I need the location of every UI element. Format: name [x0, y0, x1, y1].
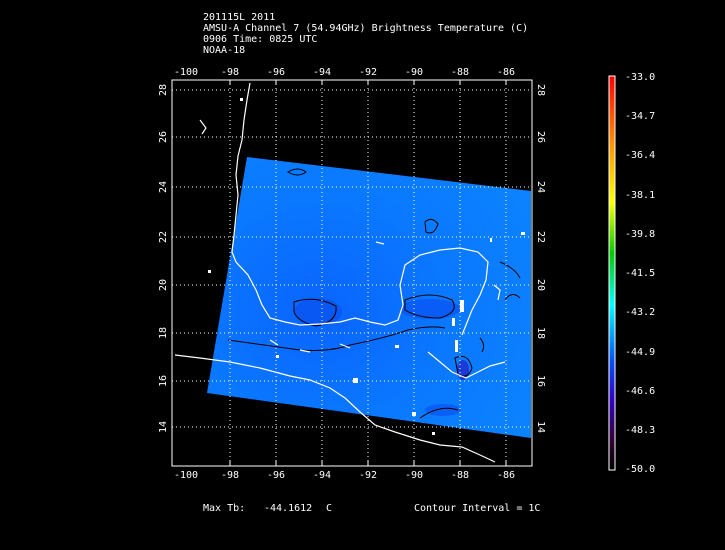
colorbar [608, 75, 616, 471]
title-line-1: 201115L 2011 [203, 12, 276, 23]
lon-tick-bottom: -100 [174, 470, 199, 481]
lat-tick-right: 16 [535, 374, 547, 388]
lon-tick-bottom: -90 [405, 470, 424, 481]
colorbar-label: -38.1 [625, 190, 656, 201]
contour-interval: Contour Interval = 1C [414, 503, 541, 514]
map-frame [171, 79, 533, 467]
colorbar-label: -44.9 [625, 347, 656, 358]
lat-tick-left: 22 [158, 230, 170, 244]
frame-ticks [229, 80, 507, 466]
lon-tick-top: -100 [174, 67, 199, 78]
colorbar-label: -39.8 [625, 229, 656, 240]
lon-tick-top: -88 [451, 67, 470, 78]
lat-tick-left: 20 [158, 278, 170, 292]
lat-tick-left: 16 [158, 374, 170, 388]
title-line-4: NOAA-18 [203, 45, 246, 56]
lon-tick-top: -94 [313, 67, 332, 78]
lat-tick-left: 24 [158, 180, 170, 194]
lon-tick-bottom: -94 [313, 470, 332, 481]
lon-tick-top: -90 [405, 67, 424, 78]
lon-tick-bottom: -92 [359, 470, 378, 481]
lat-lon-grid [172, 80, 532, 466]
lat-tick-left: 14 [158, 420, 170, 434]
colorbar-label: -34.7 [625, 111, 656, 122]
max-tb-value: -44.1612 [264, 503, 313, 514]
lat-tick-right: 22 [535, 230, 547, 244]
colorbar-label: -48.3 [625, 425, 656, 436]
lon-tick-top: -98 [221, 67, 240, 78]
colorbar-label: -41.5 [625, 268, 656, 279]
lat-tick-right: 18 [535, 326, 547, 340]
contour-lines [227, 168, 521, 419]
lat-tick-right: 24 [535, 180, 547, 194]
satellite-swath [207, 157, 531, 438]
coastlines [174, 82, 506, 463]
lon-tick-top: -92 [359, 67, 378, 78]
lon-tick-top: -96 [267, 67, 286, 78]
colorbar-label: -43.2 [625, 307, 656, 318]
cold-patch [425, 404, 461, 416]
lat-tick-left: 18 [158, 326, 170, 340]
colorbar-label: -46.6 [625, 386, 656, 397]
colorbar-label: -50.0 [625, 464, 656, 475]
cold-patch [400, 299, 460, 319]
lat-tick-right: 20 [535, 278, 547, 292]
max-tb-label: Max Tb: [203, 503, 246, 514]
islands [208, 98, 525, 435]
lon-tick-bottom: -88 [451, 470, 470, 481]
lat-tick-right: 14 [535, 420, 547, 434]
lon-tick-bottom: -98 [221, 470, 240, 481]
colorbar-label: -33.0 [625, 72, 656, 83]
lat-tick-left: 28 [158, 83, 170, 97]
lon-tick-bottom: -86 [497, 470, 516, 481]
lon-tick-top: -86 [497, 67, 516, 78]
lat-tick-left: 26 [158, 130, 170, 144]
title-line-2: AMSU-A Channel 7 (54.94GHz) Brightness T… [203, 23, 529, 34]
lon-tick-bottom: -96 [267, 470, 286, 481]
lat-tick-right: 28 [535, 83, 547, 97]
cold-patch [294, 298, 342, 326]
title-line-3: 0906 Time: 0825 UTC [203, 34, 318, 45]
lat-tick-right: 26 [535, 130, 547, 144]
max-tb-unit: C [326, 503, 333, 514]
colorbar-label: -36.4 [625, 150, 656, 161]
